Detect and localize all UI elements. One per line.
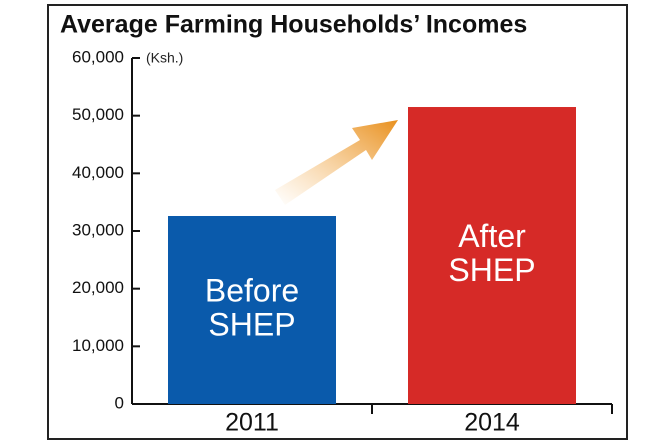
bar: [168, 216, 336, 404]
y-tick-label: 30,000: [72, 220, 124, 239]
bar-label: Before: [205, 272, 299, 308]
y-tick-label: 50,000: [72, 105, 124, 124]
x-tick-label: 2011: [225, 409, 279, 437]
y-tick-label: 40,000: [72, 163, 124, 182]
bar: [408, 107, 576, 405]
y-tick-label: 10,000: [72, 336, 124, 355]
x-tick-label: 2014: [464, 409, 520, 437]
y-tick-label: 60,000: [72, 47, 124, 66]
y-tick-label: 0: [115, 393, 124, 412]
frame: [47, 4, 628, 440]
bar-label: SHEP: [448, 252, 535, 288]
y-tick-label: 20,000: [72, 278, 124, 297]
chart-title: Average Farming Households’ Incomes: [60, 11, 527, 39]
bar-label: SHEP: [208, 306, 295, 342]
growth-arrow: [275, 120, 398, 205]
unit-label: (Ksh.): [146, 50, 183, 66]
bar-label: After: [458, 218, 526, 254]
